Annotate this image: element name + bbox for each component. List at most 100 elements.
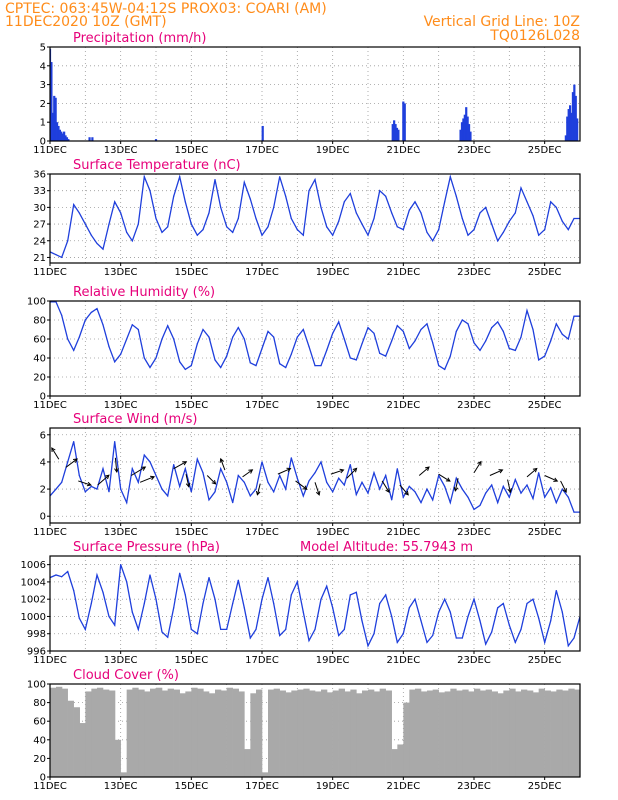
y-tick-label: 20 [33, 373, 46, 384]
data-point [314, 628, 316, 631]
wind-arrow-head [104, 474, 110, 480]
data-point [61, 314, 63, 316]
y-tick-label: 996 [27, 647, 46, 658]
data-point [349, 192, 351, 195]
data-point [520, 187, 522, 189]
wind-arrow-head [150, 475, 156, 481]
wind-arrow [418, 466, 430, 476]
data-point [432, 499, 434, 501]
data-point [67, 338, 69, 340]
x-tick-label: 17DEC [245, 400, 279, 411]
data-point [573, 315, 575, 317]
data-point [61, 256, 63, 259]
data-point [285, 195, 287, 197]
data-point [385, 355, 387, 357]
data-point [320, 206, 322, 208]
y-tick-label: 20 [33, 754, 46, 765]
panel-title: Cloud Cover (%) [73, 668, 179, 683]
data-point [473, 229, 475, 231]
wind-arrow [489, 469, 504, 476]
cloud-bar [138, 689, 145, 777]
cloud-bar [414, 688, 422, 777]
data-point [326, 585, 328, 587]
data-point [161, 338, 163, 340]
cloud-bar [79, 723, 86, 777]
y-tick-label: 40 [33, 354, 46, 365]
data-point [420, 620, 422, 622]
data-point [190, 223, 192, 225]
data-point [396, 325, 398, 327]
wind-arrow-shaft [544, 475, 558, 482]
data-point [550, 620, 552, 622]
data-point [338, 634, 340, 637]
data-point [532, 598, 534, 600]
data-point [320, 461, 322, 463]
data-point [396, 468, 398, 470]
precip-bar [570, 112, 573, 141]
data-point [155, 598, 157, 600]
data-point [561, 488, 563, 490]
data-point [467, 496, 469, 498]
wind-arrow-head [352, 467, 358, 473]
data-point [126, 581, 128, 583]
cloud-bar [232, 688, 239, 777]
cloud-bar [96, 687, 104, 777]
wind-arrow-head [182, 461, 188, 466]
wind-arrow [473, 460, 482, 474]
precip-bar [469, 131, 472, 141]
x-tick-label: 21DEC [386, 781, 420, 792]
cloud-bar [544, 690, 551, 777]
cloud-bar [450, 688, 457, 777]
data-point [550, 201, 552, 203]
data-point [420, 328, 422, 331]
x-tick-label: 23DEC [457, 267, 491, 278]
wind-arrow [65, 458, 78, 468]
cloud-bar [538, 688, 545, 777]
data-point [131, 240, 133, 242]
data-point [532, 328, 534, 331]
data-point [137, 328, 139, 331]
data-point [190, 628, 192, 631]
y-tick-label: 3 [40, 80, 46, 91]
data-point [149, 461, 151, 463]
precip-bar [576, 118, 579, 141]
data-point [396, 226, 398, 228]
wind-arrow-head [445, 477, 451, 482]
wind-arrow-head [211, 479, 217, 485]
x-tick-label: 21DEC [386, 655, 420, 666]
data-point [226, 628, 228, 631]
cloud-bar [485, 689, 492, 777]
data-point [343, 201, 345, 203]
data-point [296, 477, 298, 479]
data-point [361, 343, 363, 345]
data-point [497, 502, 499, 504]
data-point [338, 321, 340, 323]
data-point [355, 493, 357, 496]
data-point [467, 615, 469, 618]
cloud-bar [291, 690, 298, 777]
data-point [184, 368, 186, 370]
x-tick-label: 13DEC [104, 267, 138, 278]
wind-arrow-head [424, 466, 430, 471]
data-point [379, 602, 381, 605]
cloud-bar [85, 691, 92, 777]
data-point [243, 338, 245, 340]
precip-bar [571, 92, 575, 141]
data-point [290, 217, 292, 220]
cloud-bar [385, 690, 392, 777]
data-point [202, 328, 204, 331]
plot-frame [49, 46, 581, 142]
precip-bar [154, 139, 158, 141]
data-point [108, 615, 110, 618]
data-point [379, 190, 381, 192]
x-tick-label: 15DEC [174, 145, 208, 156]
wind-arrow-shaft [454, 478, 459, 491]
cloud-bar [480, 690, 487, 777]
y-tick-label: 4 [40, 61, 46, 72]
data-point [255, 488, 257, 490]
precip-bar [573, 84, 576, 141]
cloud-bar [126, 689, 133, 777]
y-tick-label: 0 [40, 773, 46, 784]
wind-arrow-head [385, 488, 390, 493]
data-point [96, 574, 98, 576]
